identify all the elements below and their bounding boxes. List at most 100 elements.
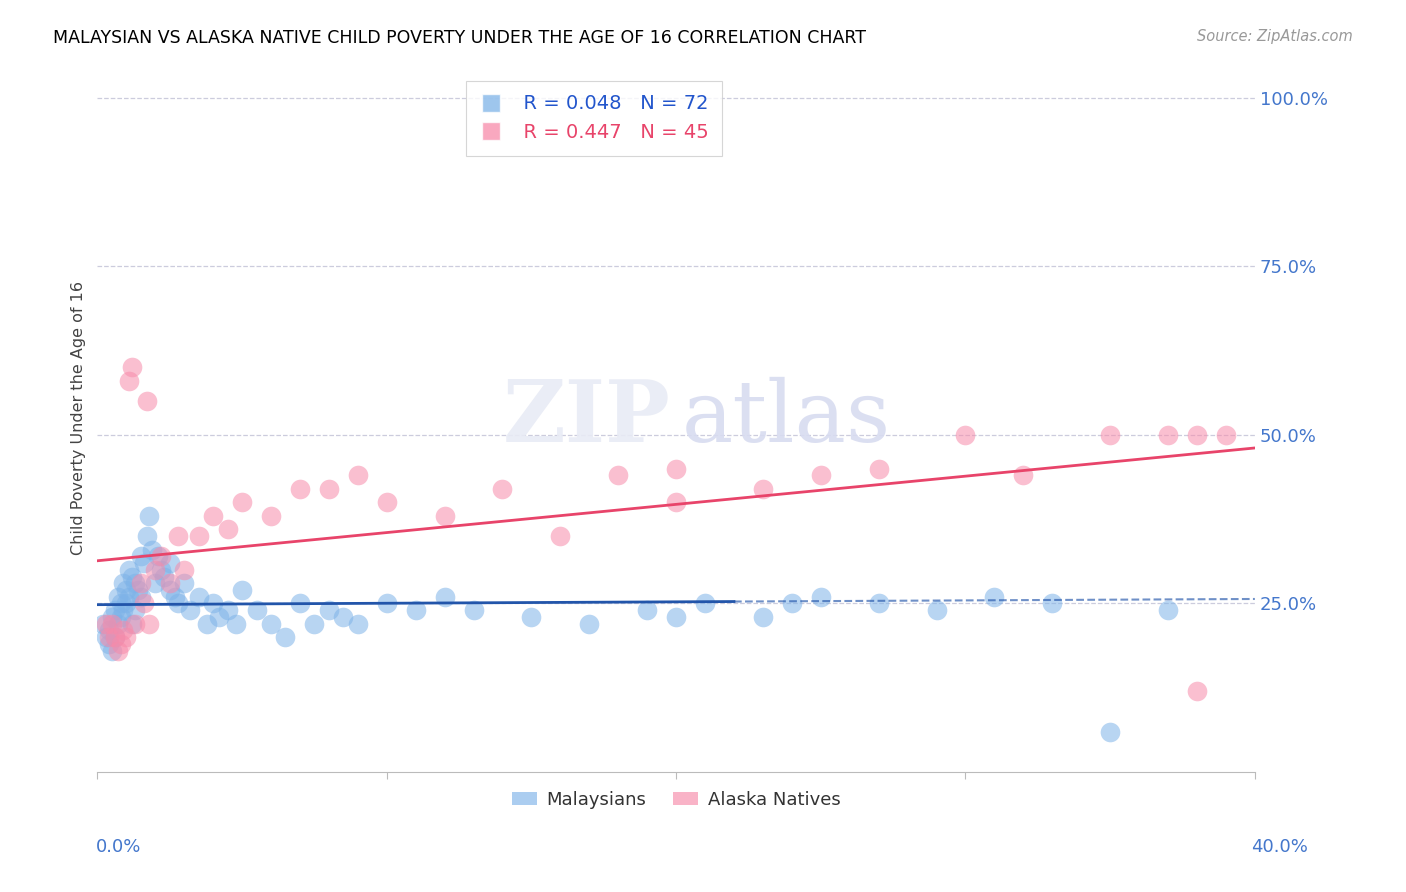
Point [115,582,138,597]
Point [346,468,368,483]
Point [179,603,201,617]
Point [955,428,977,442]
Point [124,603,146,617]
Point [127,582,149,597]
Point [202,508,225,523]
Point [550,529,572,543]
Point [167,597,190,611]
Point [110,610,132,624]
Point [132,597,155,611]
Text: 40.0%: 40.0% [1251,838,1308,856]
Point [1215,428,1237,442]
Point [375,495,398,509]
Point [665,461,688,475]
Point [231,495,253,509]
Point [665,610,688,624]
Point [810,468,832,483]
Point [260,616,283,631]
Point [288,597,311,611]
Point [138,616,160,631]
Point [810,590,832,604]
Text: 0.0%: 0.0% [96,838,141,856]
Point [94,630,117,644]
Point [780,597,803,611]
Point [318,482,340,496]
Point [405,603,427,617]
Point [1185,428,1208,442]
Point [520,610,543,624]
Point [274,630,297,644]
Point [225,616,247,631]
Point [868,597,890,611]
Point [135,529,157,543]
Point [97,624,120,638]
Legend: Malaysians, Alaska Natives: Malaysians, Alaska Natives [505,784,848,816]
Point [143,576,166,591]
Point [318,603,340,617]
Point [433,508,456,523]
Point [1099,724,1122,739]
Text: Source: ZipAtlas.com: Source: ZipAtlas.com [1197,29,1353,44]
Point [173,563,195,577]
Point [665,495,688,509]
Point [202,597,225,611]
Point [1157,428,1180,442]
Point [231,582,253,597]
Point [101,643,124,657]
Point [112,603,135,617]
Point [752,610,775,624]
Point [491,482,513,496]
Point [91,616,114,631]
Point [110,637,132,651]
Point [115,630,138,644]
Point [143,563,166,577]
Point [146,549,169,564]
Point [101,616,124,631]
Text: ZIP: ZIP [502,376,671,460]
Point [868,461,890,475]
Point [121,569,143,583]
Point [107,616,129,631]
Point [104,603,127,617]
Point [153,569,176,583]
Point [135,394,157,409]
Point [165,590,187,604]
Point [1185,684,1208,698]
Point [138,508,160,523]
Point [1099,428,1122,442]
Point [1157,603,1180,617]
Point [97,630,120,644]
Text: MALAYSIAN VS ALASKA NATIVE CHILD POVERTY UNDER THE AGE OF 16 CORRELATION CHART: MALAYSIAN VS ALASKA NATIVE CHILD POVERTY… [53,29,866,46]
Point [578,616,600,631]
Point [208,610,231,624]
Point [107,590,129,604]
Point [112,624,135,638]
Point [94,616,117,631]
Point [159,556,181,570]
Point [187,529,209,543]
Point [101,610,124,624]
Point [925,603,948,617]
Point [217,603,239,617]
Point [607,468,630,483]
Point [104,630,127,644]
Point [260,508,283,523]
Point [150,563,173,577]
Point [132,556,155,570]
Point [104,630,127,644]
Point [110,597,132,611]
Point [150,549,173,564]
Point [118,563,141,577]
Point [332,610,354,624]
Y-axis label: Child Poverty Under the Age of 16: Child Poverty Under the Age of 16 [72,281,86,555]
Point [346,616,368,631]
Point [195,616,218,631]
Point [245,603,267,617]
Point [159,582,181,597]
Point [118,374,141,388]
Point [693,597,716,611]
Point [129,549,152,564]
Point [124,616,146,631]
Point [121,616,143,631]
Point [983,590,1005,604]
